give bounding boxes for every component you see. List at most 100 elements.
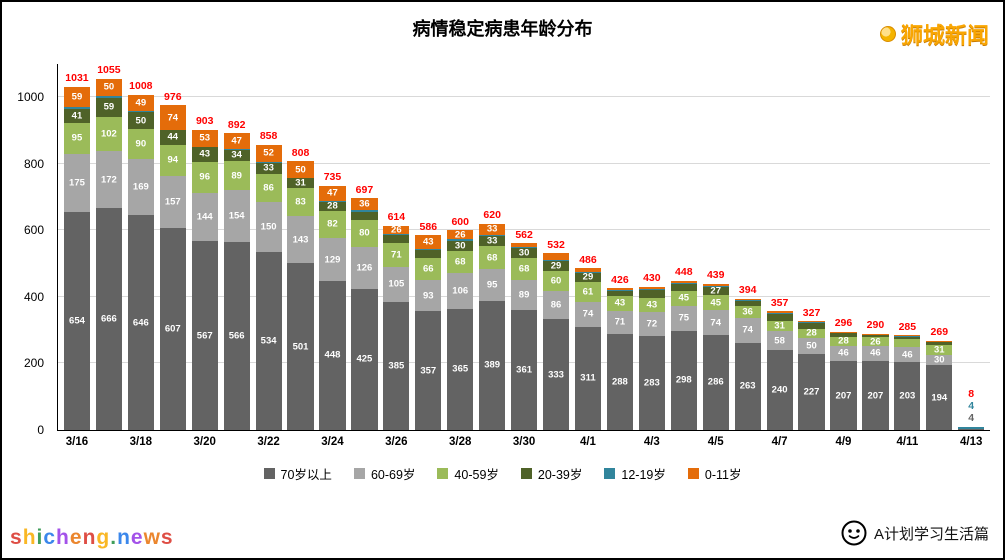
bar: 288 71 43 426 <box>604 64 636 430</box>
bar-segment-age-40-59: 31 <box>926 345 953 356</box>
bar-segment-age-60-69: 30 <box>926 355 953 366</box>
bar-segment-label: 61 <box>582 286 594 298</box>
bar-segment-age-0-11: 26 <box>383 225 410 235</box>
bar-segment-age-40-59: 61 <box>574 281 602 302</box>
x-tick-label: 3/18 <box>129 436 153 448</box>
bar-segment-label: 27 <box>710 285 721 297</box>
bar-segment-age-40-59: 66 <box>415 258 442 281</box>
bar-segment-age-60-69: 157 <box>159 175 186 229</box>
bar-segment-label: 96 <box>199 171 210 183</box>
bar-segment-age-70-plus: 263 <box>734 342 761 430</box>
bars: 654 175 95 41 59 1031 3/16 666 172 102 59 50 1055 646… <box>58 64 990 448</box>
bar-segment-label: 71 <box>391 249 402 261</box>
bar-segment-label: 169 <box>132 181 149 193</box>
bar-segment-age-60-69: 154 <box>223 190 250 242</box>
gridline <box>58 162 990 164</box>
y-tick-label: 200 <box>23 356 44 371</box>
x-tick-label: 3/20 <box>193 436 216 448</box>
bar-segment-age-40-59: 68 <box>447 250 474 274</box>
bar-segment-age-70-plus: 361 <box>511 309 538 430</box>
bar-segment-age-70-plus: 333 <box>542 319 570 430</box>
bar-segment-age-60-69: 89 <box>511 280 538 310</box>
bar-segment-label: 95 <box>486 279 498 291</box>
bar: 311 74 61 29 486 4/1 <box>572 64 604 448</box>
bar-segment-label: 227 <box>803 386 820 398</box>
bar-segment-age-40-59: 68 <box>511 257 538 281</box>
bar-segment-label: 207 <box>867 389 884 401</box>
x-tick-label: 3/16 <box>65 436 89 448</box>
bar-segment-age-20-39: 31 <box>287 177 314 189</box>
bar-segment-label: 74 <box>582 308 594 320</box>
bar-segment-age-60-69: 74 <box>734 317 761 343</box>
bar-segment-label: 105 <box>388 278 405 290</box>
bar-segment-age-60-69: 150 <box>255 202 282 253</box>
bar-segment-age-0-11: 74 <box>159 105 186 130</box>
bar-segment-age-70-plus: 283 <box>638 335 665 430</box>
bar-segment-age-0-11: 52 <box>255 144 282 162</box>
bar-segment-label: 28 <box>838 335 849 347</box>
tiny-bar-segment-label: 4 <box>968 399 975 412</box>
bar-segment-label: 30 <box>454 239 466 251</box>
bar-segment-label: 94 <box>167 154 179 166</box>
bar-segment-age-12-19 <box>511 247 538 248</box>
bar-segment-label: 175 <box>69 177 85 189</box>
footer-logo-icon <box>841 520 867 546</box>
bar-segment-age-12-19 <box>734 299 761 301</box>
bar-total-label: 426 <box>611 273 629 286</box>
bar-segment-age-60-69: 172 <box>95 151 122 209</box>
bar-segment-age-0-11: 43 <box>415 235 442 250</box>
bar-segment-age-40-59: 43 <box>638 297 665 312</box>
bar-segment-label: 33 <box>263 162 274 174</box>
watermark-letter: g <box>96 526 111 549</box>
bar-segment-age-12-19 <box>638 288 665 290</box>
bar: 207 46 26 290 <box>859 64 891 430</box>
bar-segment-age-40-59 <box>894 339 921 348</box>
bar-segment-age-40-59: 45 <box>702 295 729 311</box>
bar-segment-age-20-39: 44 <box>159 129 186 145</box>
bar-total-label: 394 <box>738 284 757 297</box>
bar-segment-label: 30 <box>518 246 530 258</box>
bar: 666 172 102 59 50 1055 <box>93 64 125 430</box>
bar-total-label: 1008 <box>129 80 153 93</box>
bar-segment-age-70-plus: 501 <box>287 263 314 430</box>
bar: 534 150 86 33 52 858 3/22 <box>253 64 285 448</box>
bar-segment-age-60-69: 126 <box>351 246 378 289</box>
x-tick-label: 4/1 <box>579 436 596 448</box>
bar-segment-age-20-39: 41 <box>63 108 91 123</box>
bar-segment-age-20-39: 34 <box>223 149 250 161</box>
bar-segment-label: 30 <box>933 354 945 366</box>
watermark-letter: e <box>69 526 83 549</box>
watermark-letter: c <box>43 526 57 549</box>
bar: 263 74 36 394 <box>732 64 764 430</box>
page-title: 病情稳定病患年龄分布 <box>412 19 593 39</box>
bar-segment-label: 425 <box>356 353 373 365</box>
bar-segment-label: 58 <box>774 334 785 346</box>
bar-segment-age-60-69: 143 <box>287 215 314 264</box>
bar-segment-age-70-plus: 207 <box>862 361 889 430</box>
gridline <box>58 229 990 231</box>
bar-segment-age-40-59: 43 <box>606 296 633 311</box>
bar-segment-label: 567 <box>196 329 213 341</box>
bar-segment-age-70-plus: 666 <box>95 208 122 430</box>
bar-total-label: 430 <box>643 272 661 285</box>
watermark-letter: . <box>110 526 118 549</box>
bar-segment-label: 89 <box>518 289 530 301</box>
bar-total-label: 8 <box>968 387 975 400</box>
bar-total-label: 976 <box>164 90 182 103</box>
bar-segment-age-60-69: 71 <box>606 310 633 335</box>
bar-segment-label: 240 <box>771 384 788 396</box>
bar-segment-label: 41 <box>71 110 83 122</box>
bar-segment-label: 43 <box>614 297 626 309</box>
bar-segment-label: 34 <box>231 149 242 161</box>
bar-segment-age-60-69: 46 <box>862 345 889 362</box>
bar-segment-age-40-59: 86 <box>255 173 282 203</box>
bar-segment-label: 90 <box>135 138 147 150</box>
bar-segment-age-20-39 <box>351 211 378 221</box>
bar-segment-label: 534 <box>260 335 277 347</box>
legend-label: 70岁以上 <box>280 468 332 482</box>
bar-total-label: 439 <box>706 269 725 282</box>
bar-segment-label: 102 <box>100 128 117 140</box>
bar: 357 93 66 43 586 <box>412 64 444 430</box>
watermark: shicheng.news <box>10 526 174 550</box>
